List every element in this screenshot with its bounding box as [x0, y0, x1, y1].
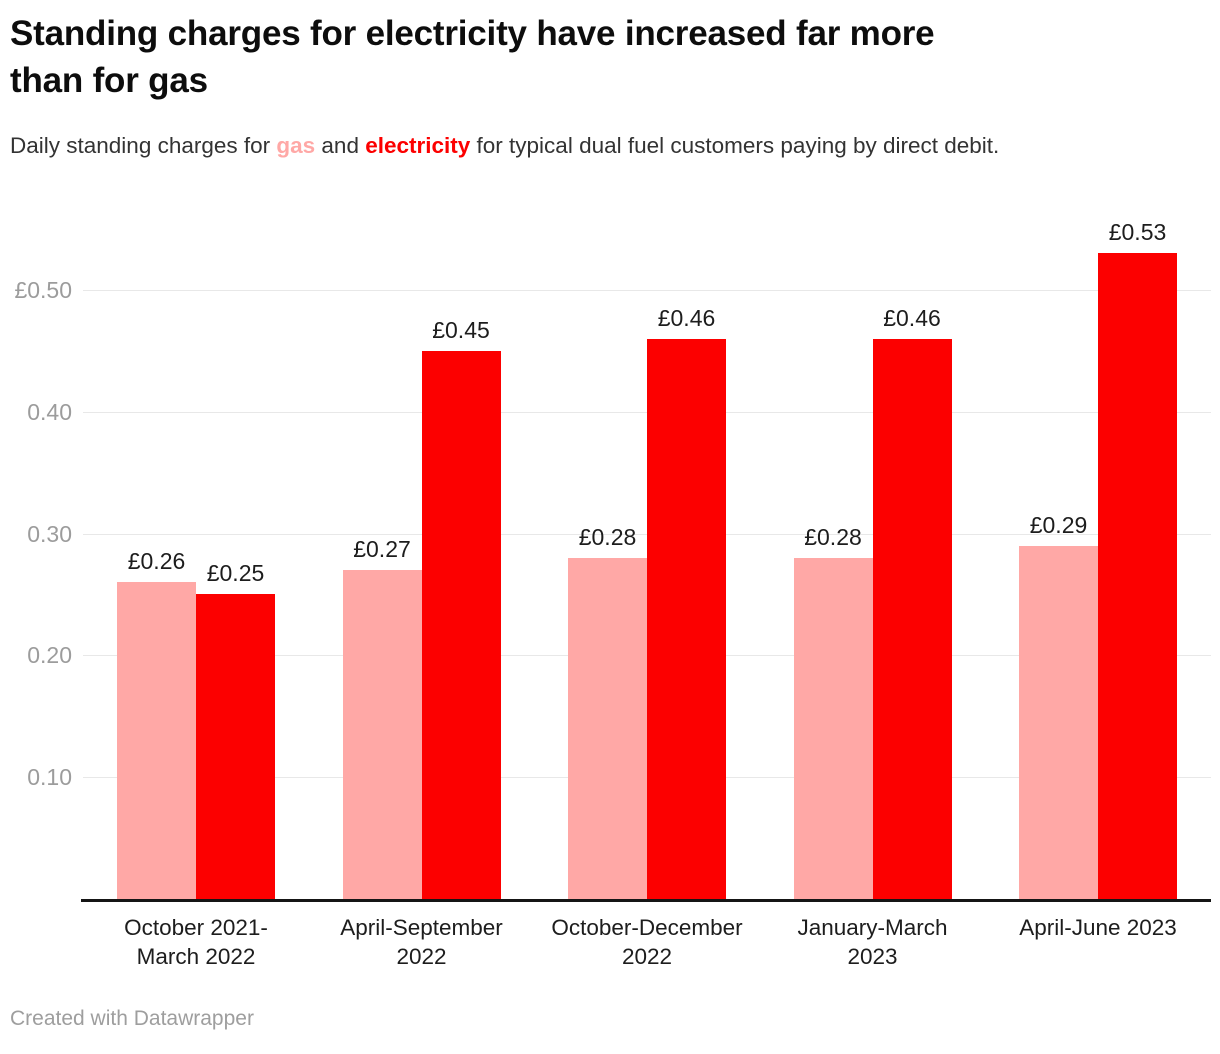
chart-subtitle: Daily standing charges for gas and elect…: [10, 130, 999, 161]
x-axis-category-line: March 2022: [136, 944, 256, 969]
bar-value-label: £0.28: [804, 524, 862, 550]
bar-electricity[interactable]: [1098, 253, 1177, 899]
x-axis-category-label: April-September 2022: [340, 913, 503, 971]
x-axis-category-line: October 2021-: [124, 915, 268, 940]
bar-value-label: £0.29: [1029, 512, 1088, 538]
subtitle-connector: and: [315, 133, 366, 158]
bar-electricity[interactable]: [647, 339, 726, 899]
bar-value-label: £0.28: [578, 524, 637, 550]
y-axis-tick-label: £0.50: [14, 277, 72, 303]
y-axis-tick-label: 0.20: [27, 642, 72, 668]
x-axis-category-line: January-March: [797, 915, 948, 940]
subtitle-gas-word: gas: [276, 133, 316, 158]
bar-value-label: £0.45: [432, 317, 490, 343]
x-axis-category-line: April-September: [340, 915, 503, 940]
bar-gas[interactable]: [793, 558, 873, 899]
bar-electricity[interactable]: [196, 594, 275, 899]
x-axis-category-line: 2022: [621, 944, 673, 969]
x-axis-category-line: 2022: [396, 944, 447, 969]
y-axis-tick-label: 0.40: [27, 399, 72, 425]
bar-gas[interactable]: [342, 570, 422, 899]
x-axis-category-line: 2023: [847, 944, 898, 969]
chart-title-line-2: than for gas: [10, 61, 208, 100]
bar-value-label: £0.46: [883, 305, 941, 331]
bar-value-label: £0.46: [657, 305, 716, 331]
bar-value-label: £0.26: [127, 548, 186, 574]
bar-gas[interactable]: [568, 558, 647, 899]
chart-title-line-1: Standing charges for electricity have in…: [10, 14, 935, 53]
gridline: [83, 290, 1211, 291]
x-axis-category-label: April-June 2023: [1019, 913, 1177, 942]
bar-value-label: £0.53: [1108, 219, 1167, 245]
y-axis-tick-label: 0.10: [27, 764, 72, 790]
bar-electricity[interactable]: [872, 339, 952, 899]
x-axis-category-label: October-December 2022: [551, 913, 742, 971]
x-axis-category-label: October 2021- March 2022: [124, 913, 268, 971]
attribution: Created with Datawrapper: [10, 1007, 254, 1030]
bar-value-label: £0.25: [206, 560, 265, 586]
x-axis-category-label: January-March 2023: [797, 913, 947, 971]
bar-electricity[interactable]: [421, 351, 501, 899]
bar-value-label: £0.27: [353, 536, 411, 562]
y-axis-tick-label: 0.30: [27, 521, 72, 547]
x-axis-line: [81, 899, 1211, 902]
bar-gas[interactable]: [1019, 546, 1098, 899]
bar-gas[interactable]: [117, 582, 196, 899]
subtitle-electricity-word: electricity: [365, 133, 471, 158]
chart-title: Standing charges for electricity have in…: [10, 10, 935, 104]
subtitle-suffix: for typical dual fuel customers paying b…: [470, 133, 1000, 158]
x-axis-category-line: October-December: [551, 915, 743, 940]
subtitle-prefix: Daily standing charges for: [10, 133, 277, 158]
x-axis-category-line: April-June 2023: [1019, 915, 1177, 940]
